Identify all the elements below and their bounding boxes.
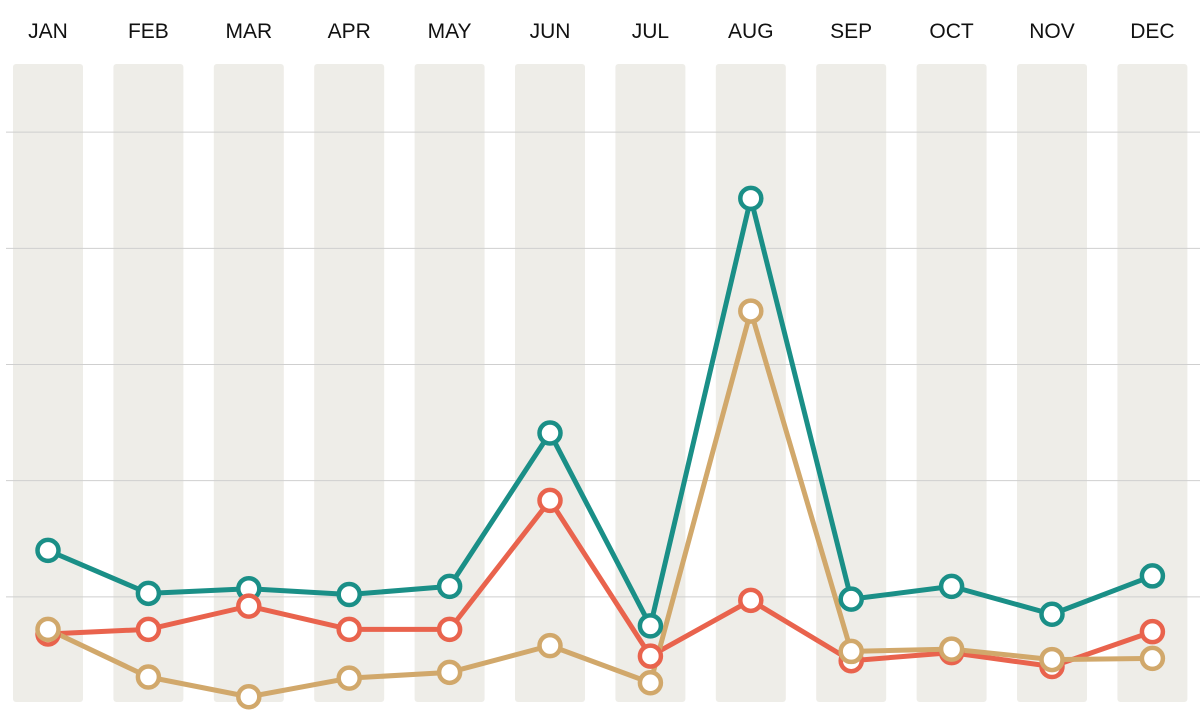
- series-1-point-nov: [1039, 601, 1065, 628]
- series-1-point-sep: [838, 586, 864, 612]
- x-tick-label: JAN: [28, 20, 68, 43]
- month-band-sep: [816, 64, 887, 702]
- series-2-point-aug: [738, 587, 764, 614]
- series-2-point-may: [436, 616, 463, 643]
- x-tick-label: JUN: [530, 20, 571, 43]
- x-tick-label: OCT: [929, 20, 974, 43]
- x-tick-label: JUL: [632, 20, 669, 43]
- month-band-jan: [13, 64, 83, 702]
- month-band-jul: [615, 64, 686, 702]
- series-1-point-jul: [637, 613, 664, 639]
- gridlines: [6, 131, 1200, 598]
- month-band-oct: [916, 64, 987, 702]
- x-tick-label: FEB: [128, 20, 169, 43]
- series-1-point-apr: [336, 581, 362, 608]
- series-2-point-apr: [336, 616, 362, 643]
- series-1-point-feb: [135, 580, 162, 607]
- series-3-point-apr: [336, 665, 362, 691]
- series-1-point-dec: [1139, 563, 1166, 589]
- series-lines: [45, 195, 1155, 700]
- series-3-point-dec: [1139, 645, 1166, 672]
- series-2-point-mar: [236, 593, 262, 619]
- series-3-point-jan: [35, 616, 61, 643]
- series-3-point-feb: [135, 664, 162, 690]
- x-tick-label: DEC: [1130, 20, 1174, 43]
- series-line-1: [45, 195, 1155, 629]
- month-labels: JAN FEB MAR APR MAY JUN JUL AUG SEP OCT NOV DEC: [28, 20, 1174, 43]
- x-tick-label: MAR: [225, 20, 272, 43]
- series-line-2: [45, 497, 1155, 670]
- series-3-point-aug: [738, 298, 764, 324]
- series-2-point-jul: [637, 643, 664, 669]
- series-3-point-mar: [236, 683, 262, 710]
- series-3-point-may: [436, 659, 463, 686]
- x-tick-label: SEP: [830, 20, 872, 43]
- series-1-point-aug: [738, 185, 764, 212]
- month-band-dec: [1117, 64, 1188, 702]
- series-2-point-dec: [1139, 618, 1166, 645]
- series-1-point-jan: [35, 537, 61, 564]
- x-tick-label: APR: [328, 20, 371, 43]
- x-tick-label: MAY: [428, 20, 472, 43]
- x-tick-label: AUG: [728, 20, 774, 43]
- month-band-aug: [715, 64, 786, 702]
- series-2-point-feb: [135, 616, 162, 643]
- series-2-point-jun: [537, 487, 563, 514]
- series-3-point-jul: [637, 670, 664, 696]
- month-band-mar: [213, 64, 284, 702]
- series-line-3: [45, 308, 1155, 700]
- month-band-feb: [113, 64, 184, 702]
- month-band-jun: [515, 64, 585, 702]
- series-points: [35, 185, 1166, 710]
- series-3-point-sep: [838, 638, 864, 665]
- series-1-point-may: [436, 573, 463, 600]
- month-band-nov: [1017, 64, 1087, 702]
- series-1-point-jun: [537, 420, 563, 446]
- series-3-point-jun: [537, 632, 563, 659]
- x-tick-label: NOV: [1029, 20, 1075, 43]
- series-3-point-oct: [938, 636, 965, 662]
- month-band-may: [414, 64, 485, 702]
- month-bands: [13, 64, 1188, 702]
- series-3-point-nov: [1039, 646, 1065, 673]
- month-band-apr: [314, 64, 385, 702]
- series-1-point-oct: [938, 573, 965, 600]
